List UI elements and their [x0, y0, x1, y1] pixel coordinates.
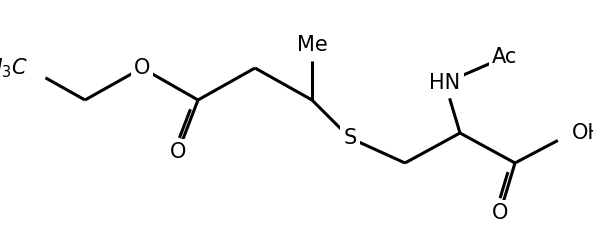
Text: Me: Me: [296, 35, 327, 55]
Text: O: O: [492, 203, 508, 223]
Text: O: O: [170, 142, 186, 162]
Text: S: S: [343, 128, 356, 148]
Text: OH: OH: [572, 123, 593, 143]
Text: HN: HN: [429, 73, 461, 93]
Text: O: O: [134, 58, 150, 78]
Text: Ac: Ac: [492, 47, 518, 67]
Text: $H_3C$: $H_3C$: [0, 56, 28, 80]
